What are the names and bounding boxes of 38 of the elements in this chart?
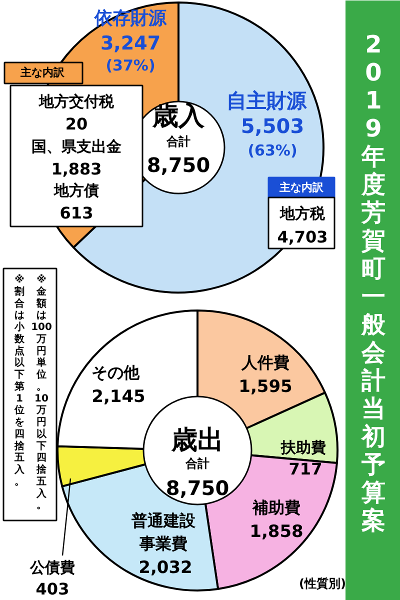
text: 1,883 <box>51 160 102 178</box>
data-label: 2,032 <box>138 558 192 578</box>
slice-label: 依存財源 <box>94 8 168 29</box>
text: 地方債 <box>53 182 99 200</box>
text: 国、県支出金 <box>32 138 122 156</box>
text: 20 <box>65 114 88 134</box>
data-label: 717 <box>288 460 322 478</box>
text: 613 <box>60 204 94 222</box>
text: 主な内訳 <box>278 181 324 194</box>
slice-label: その他 <box>92 363 140 382</box>
data-label: 1,595 <box>238 377 292 397</box>
slice-label: 人件費 <box>240 353 290 372</box>
slice-label: 補助費 <box>252 498 300 517</box>
data-label: 403 <box>36 580 70 598</box>
slice-label: 扶助費 <box>280 438 326 456</box>
text: 8,750 <box>166 476 230 500</box>
text: ※金額は100万円単位。10万円以下四捨五入。 <box>31 274 52 512</box>
text: 地方税 <box>279 204 326 222</box>
data-label: 1,858 <box>250 522 304 542</box>
text: 合計 <box>166 134 190 148</box>
slice-label: 公債費 <box>29 558 75 576</box>
text: (37%) <box>106 56 156 74</box>
data-label: 3,247 <box>100 32 161 54</box>
text: 歳出 <box>170 426 224 456</box>
text: 主な内訳 <box>20 66 66 79</box>
data-label: 5,503 <box>240 114 304 138</box>
text: (性質別) <box>299 576 346 590</box>
text: ※割合は小数点以下第1位を四捨五入。 <box>14 274 24 488</box>
text: 合計 <box>184 456 210 470</box>
text: 歳入 <box>152 102 206 132</box>
text: 4,703 <box>277 228 328 246</box>
slice-label: 普通建設事業費 <box>130 511 196 553</box>
slice-label: 自主財源 <box>226 88 308 112</box>
data-label: 2,145 <box>92 387 146 407</box>
text: 8,750 <box>146 153 210 177</box>
text: (63%) <box>248 142 298 160</box>
text: 地方交付税 <box>38 92 115 110</box>
chart-title: 2019年度芳賀町一般会計当初予算案 <box>362 30 386 534</box>
